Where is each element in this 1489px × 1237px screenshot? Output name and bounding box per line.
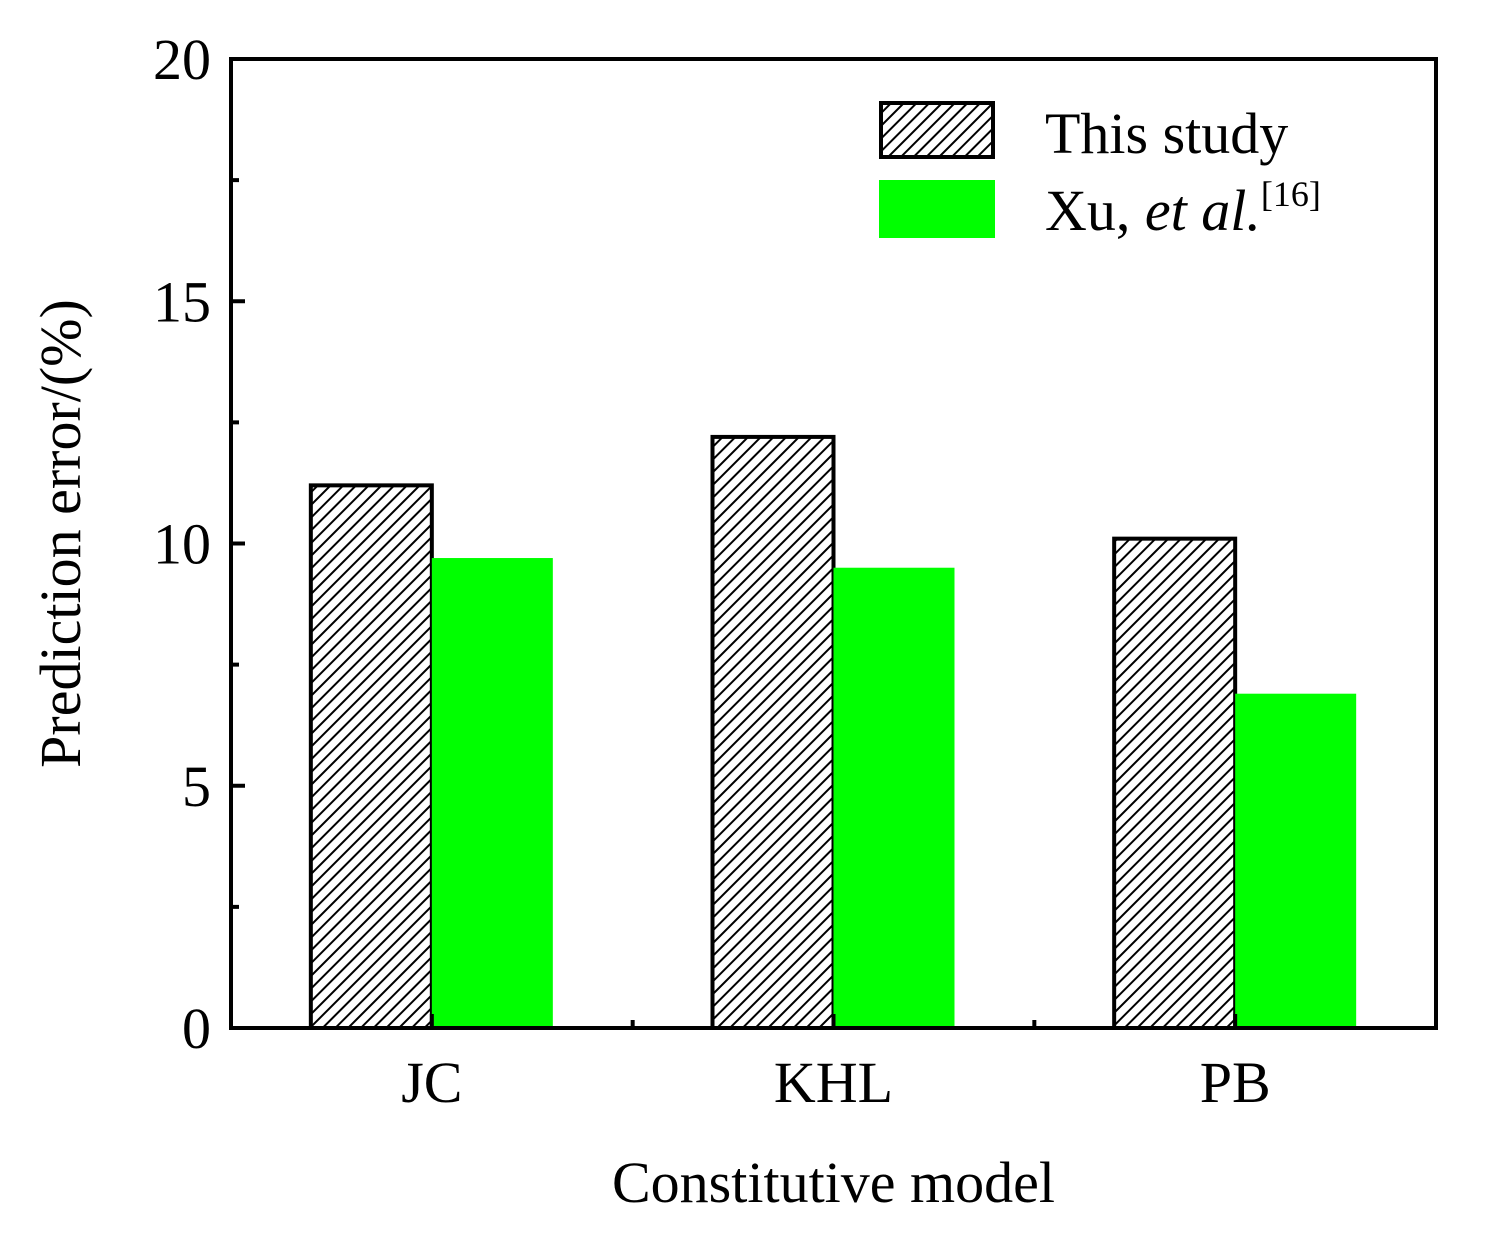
x-tick-label-khl: KHL — [774, 1050, 893, 1115]
y-tick-label: 0 — [182, 996, 211, 1061]
x-tick-label-jc: JC — [401, 1050, 462, 1115]
y-axis-title: Prediction error/(%) — [28, 299, 93, 768]
y-axis: 0 5 10 15 20 — [153, 27, 245, 1061]
legend-label-xu-et-al: Xu, et al.[16] — [1045, 174, 1321, 243]
legend-swatch-this-study — [879, 101, 995, 159]
y-tick-label: 15 — [153, 269, 211, 334]
legend-label-xu-superscript: [16] — [1261, 174, 1321, 214]
bar-xu-et-al-pb — [1235, 693, 1357, 1028]
bar-xu-et-al-jc — [431, 558, 553, 1028]
bars-layer — [308, 434, 1357, 1031]
x-axis-title: Constitutive model — [612, 1150, 1055, 1215]
y-tick-label: 10 — [153, 512, 211, 577]
legend-swatch-xu-et-al — [879, 180, 995, 238]
legend: This study Xu, et al.[16] — [879, 101, 1321, 243]
bar-xu-et-al-khl — [833, 567, 955, 1028]
x-axis: JC KHL PB — [401, 1014, 1271, 1115]
legend-label-this-study: This study — [1045, 101, 1288, 166]
bar-this-study-khl — [710, 434, 836, 1031]
x-tick-label-pb: PB — [1200, 1050, 1271, 1115]
bar-this-study-jc — [308, 483, 434, 1030]
legend-label-xu-italic: et al. — [1145, 178, 1261, 243]
y-tick-label: 20 — [153, 27, 211, 92]
y-tick-label: 5 — [182, 754, 211, 819]
bar-this-study-pb — [1112, 536, 1238, 1031]
legend-label-xu-plain: Xu, — [1045, 178, 1145, 243]
